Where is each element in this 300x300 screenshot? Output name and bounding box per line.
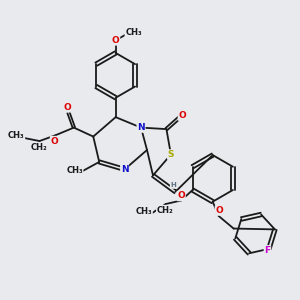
Text: CH₂: CH₂: [31, 143, 47, 152]
Text: CH₂: CH₂: [157, 206, 173, 214]
Text: CH₃: CH₃: [66, 166, 83, 175]
Text: O: O: [51, 136, 58, 146]
Text: O: O: [112, 36, 119, 45]
Text: H: H: [170, 182, 176, 188]
Text: O: O: [177, 191, 185, 200]
Text: O: O: [178, 111, 186, 120]
Text: O: O: [63, 103, 71, 112]
Text: CH₃: CH₃: [8, 130, 25, 140]
Text: F: F: [264, 246, 271, 255]
Text: O: O: [215, 206, 223, 215]
Text: CH₃: CH₃: [136, 207, 152, 216]
Text: N: N: [121, 165, 128, 174]
Text: CH₃: CH₃: [125, 28, 142, 37]
Text: S: S: [168, 150, 174, 159]
Text: N: N: [137, 123, 145, 132]
